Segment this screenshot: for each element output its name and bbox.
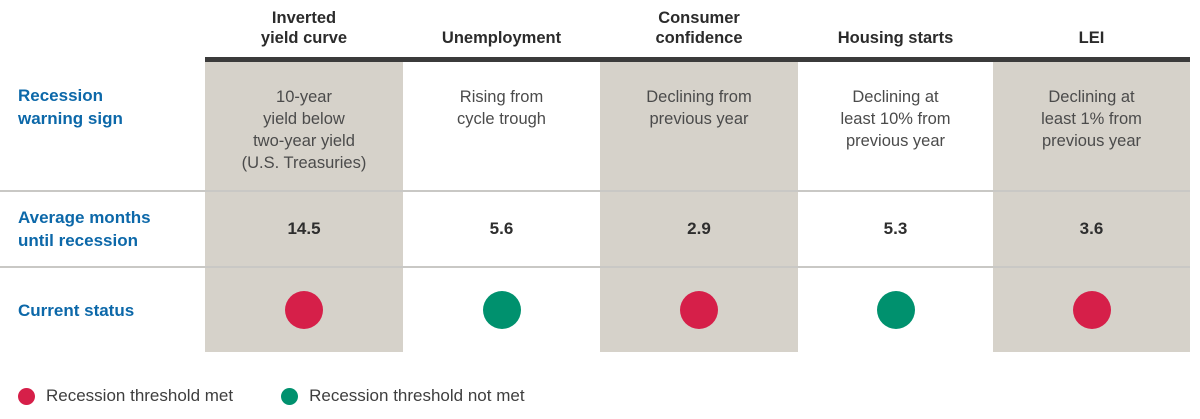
avg-months-cell-unemployment: 5.6 <box>403 192 600 268</box>
column-header-label: LEI <box>1078 29 1105 47</box>
avg-months-cell-lei: 3.6 <box>993 192 1190 268</box>
row-label-text: Average months until recession <box>18 208 151 250</box>
legend-label: Recession threshold met <box>46 386 234 405</box>
column-header-label: Housing starts <box>837 29 954 47</box>
legend-item-threshold-met: Recession threshold met <box>18 386 233 406</box>
legend-item-threshold-not-met: Recession threshold not met <box>281 386 525 406</box>
column-header-unemployment: Unemployment <box>403 0 600 62</box>
status-cell-inverted-yield-curve <box>205 268 403 352</box>
column-header-inverted-yield-curve: Inverted yield curve <box>205 0 403 62</box>
warning-cell-inverted-yield-curve: 10-year yield below two-year yield (U.S.… <box>205 62 403 192</box>
warning-cell-lei: Declining at least 1% from previous year <box>993 62 1190 192</box>
warning-text: Declining at least 10% from previous yea… <box>840 88 951 150</box>
status-cell-lei <box>993 268 1190 352</box>
legend-label: Recession threshold not met <box>309 386 525 405</box>
status-cell-unemployment <box>403 268 600 352</box>
status-cell-consumer-confidence <box>600 268 798 352</box>
status-dot-icon <box>680 291 718 329</box>
column-header-label: Consumer confidence <box>655 9 743 47</box>
avg-months-cell-consumer-confidence: 2.9 <box>600 192 798 268</box>
column-header-consumer-confidence: Consumer confidence <box>600 0 798 62</box>
column-header-lei: LEI <box>993 0 1190 62</box>
avg-months-cell-housing-starts: 5.3 <box>798 192 993 268</box>
warning-cell-housing-starts: Declining at least 10% from previous yea… <box>798 62 993 192</box>
status-dot-icon <box>482 291 521 329</box>
warning-cell-consumer-confidence: Declining from previous year <box>600 62 798 192</box>
column-header-label: Inverted yield curve <box>260 9 348 47</box>
status-dot-icon <box>285 291 323 329</box>
warning-text: Declining at least 1% from previous year <box>1041 88 1142 150</box>
status-cell-housing-starts <box>798 268 993 352</box>
warning-text: Rising from cycle trough <box>457 88 546 128</box>
avg-months-cell-inverted-yield-curve: 14.5 <box>205 192 403 268</box>
header-spacer <box>0 0 205 62</box>
legend-not-met-dot-icon <box>281 387 299 405</box>
legend: Recession threshold met Recession thresh… <box>18 386 1200 406</box>
row-label-recession-warning-sign: Recession warning sign <box>0 62 205 192</box>
warning-text: 10-year yield below two-year yield (U.S.… <box>241 88 367 172</box>
row-label-average-months: Average months until recession <box>0 192 205 268</box>
column-header-label: Unemployment <box>441 29 562 47</box>
warning-cell-unemployment: Rising from cycle trough <box>403 62 600 192</box>
status-dot-icon <box>876 291 915 329</box>
row-label-text: Current status <box>18 300 135 320</box>
column-header-housing-starts: Housing starts <box>798 0 993 62</box>
status-dot-icon <box>1072 291 1111 329</box>
legend-met-dot-icon <box>18 387 35 405</box>
indicators-table: Inverted yield curve Unemployment Consum… <box>0 0 1190 352</box>
warning-text: Declining from previous year <box>646 88 752 128</box>
row-label-current-status: Current status <box>0 268 205 352</box>
